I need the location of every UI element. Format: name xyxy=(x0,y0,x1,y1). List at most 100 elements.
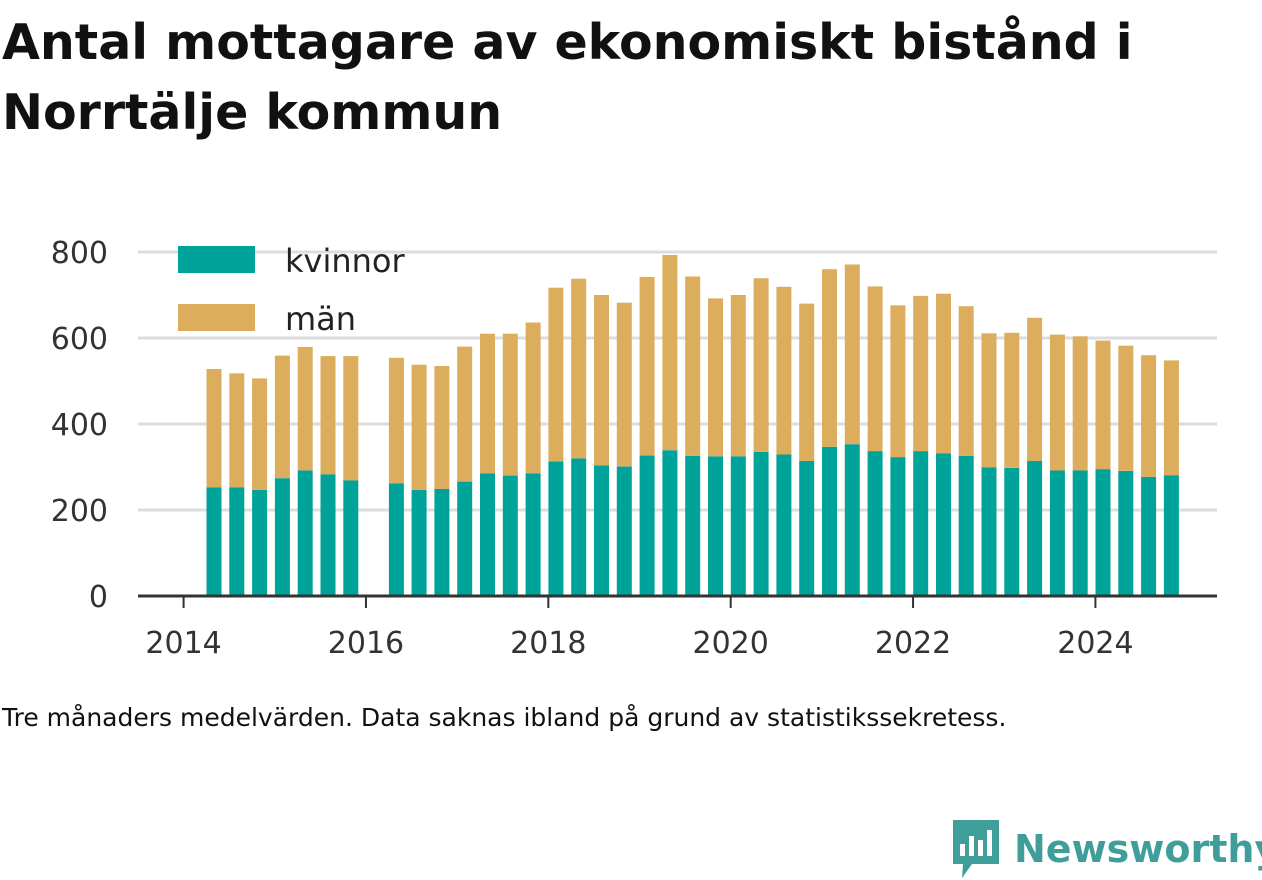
bar-kvinnor-2024-08 xyxy=(1141,476,1157,596)
bar-man-2017-02 xyxy=(457,346,473,482)
bar-man-2024-08 xyxy=(1141,355,1157,477)
bar-man-2015-05 xyxy=(297,347,313,471)
bar-kvinnor-2020-08 xyxy=(776,454,792,596)
bar-kvinnor-2017-02 xyxy=(457,481,473,596)
bar-man-2022-11 xyxy=(981,333,997,468)
legend-label-man: män xyxy=(285,300,356,338)
bar-man-2018-08 xyxy=(594,295,609,466)
bar-kvinnor-2024-11 xyxy=(1163,475,1179,596)
legend-swatch-man xyxy=(178,304,255,331)
bar-man-2018-02 xyxy=(548,287,564,462)
bar-man-2015-11 xyxy=(343,356,359,481)
bar-kvinnor-2015-05 xyxy=(297,470,313,596)
legend-swatch-kvinnor xyxy=(178,246,255,273)
brand-name: Newsworthy xyxy=(1014,827,1262,871)
chart-title: Antal mottagare av ekonomiskt bistånd i … xyxy=(2,14,1133,141)
bar-kvinnor-2022-11 xyxy=(981,467,997,596)
bar-man-2021-05 xyxy=(844,264,860,445)
bar-man-2022-02 xyxy=(913,295,929,452)
bar-kvinnor-2017-05 xyxy=(480,473,495,596)
bar-kvinnor-2018-08 xyxy=(594,465,609,596)
bar-kvinnor-2021-02 xyxy=(822,446,837,596)
bar-man-2017-05 xyxy=(480,333,495,474)
chart-caption: Tre månaders medelvärden. Data saknas ib… xyxy=(2,703,1007,732)
bar-kvinnor-2021-11 xyxy=(890,457,906,596)
bar-kvinnor-2016-11 xyxy=(434,488,450,596)
bar-man-2018-11 xyxy=(616,302,632,467)
bar-man-2015-02 xyxy=(274,355,290,479)
bar-man-2021-11 xyxy=(890,305,906,458)
bar-kvinnor-2022-08 xyxy=(958,455,974,596)
bar-kvinnor-2015-02 xyxy=(274,478,290,596)
bar-man-2017-08 xyxy=(502,333,518,476)
bar-man-2020-02 xyxy=(730,295,746,457)
bar-kvinnor-2023-08 xyxy=(1049,470,1065,596)
bar-man-2023-08 xyxy=(1049,334,1065,471)
bar-kvinnor-2020-11 xyxy=(799,461,815,596)
bar-man-2023-02 xyxy=(1004,332,1020,468)
bar-man-2016-08 xyxy=(411,364,427,490)
bar-man-2017-11 xyxy=(525,322,541,474)
bar-kvinnor-2019-08 xyxy=(685,455,701,596)
bar-kvinnor-2018-02 xyxy=(548,461,564,596)
bar-man-2019-08 xyxy=(685,276,701,456)
bar-kvinnor-2019-11 xyxy=(708,456,723,597)
bar-man-2023-11 xyxy=(1072,336,1088,471)
bar-man-2023-05 xyxy=(1027,317,1043,461)
x-tick-label-2014: 2014 xyxy=(145,626,221,661)
bar-kvinnor-2020-05 xyxy=(753,451,769,596)
x-tick-label-2016: 2016 xyxy=(328,626,404,661)
bar-kvinnor-2023-02 xyxy=(1004,467,1020,596)
bar-kvinnor-2021-05 xyxy=(844,444,860,596)
bar-kvinnor-2019-05 xyxy=(662,450,678,596)
bar-man-2020-08 xyxy=(776,286,792,455)
bar-kvinnor-2023-05 xyxy=(1027,461,1043,596)
bar-kvinnor-2014-08 xyxy=(229,487,245,596)
bar-man-2014-11 xyxy=(252,378,268,490)
bar-kvinnor-2018-05 xyxy=(571,458,587,596)
bar-kvinnor-2017-08 xyxy=(502,475,518,596)
bar-kvinnor-2019-02 xyxy=(639,455,655,596)
bar-kvinnor-2024-05 xyxy=(1118,470,1134,596)
bar-man-2022-05 xyxy=(936,293,951,454)
x-tick-label-2022: 2022 xyxy=(875,626,951,661)
axes: 2014 2016 2018 2020 2022 2024 0 200 400 600 800 xyxy=(51,236,1217,661)
bar-man-2020-05 xyxy=(753,278,769,452)
bar-man-2022-08 xyxy=(958,306,974,456)
bar-kvinnor-2022-05 xyxy=(936,453,951,596)
bar-kvinnor-2015-11 xyxy=(343,480,359,596)
x-tick-label-2020: 2020 xyxy=(693,626,769,661)
y-tick-label-200: 200 xyxy=(51,494,108,529)
bar-man-2024-02 xyxy=(1095,340,1111,470)
x-tick-label-2024: 2024 xyxy=(1057,626,1133,661)
newsworthy-logo: Newsworthy xyxy=(950,818,1262,880)
bar-kvinnor-2023-11 xyxy=(1072,470,1088,596)
bar-kvinnor-2018-11 xyxy=(616,466,632,596)
bar-kvinnor-2024-02 xyxy=(1095,469,1111,596)
bar-man-2014-08 xyxy=(229,373,245,488)
bar-kvinnor-2017-11 xyxy=(525,473,541,596)
newsworthy-chat-bars-icon xyxy=(953,820,999,878)
bar-kvinnor-2014-11 xyxy=(252,489,268,596)
stacked-bar-chart: 2014 2016 2018 2020 2022 2024 0 200 400 600 800 kv… xyxy=(51,236,1217,661)
y-tick-label-800: 800 xyxy=(51,236,108,271)
bar-kvinnor-2022-02 xyxy=(913,451,929,596)
bar-man-2024-11 xyxy=(1163,360,1179,476)
bar-kvinnor-2016-05 xyxy=(388,483,404,596)
bar-man-2019-11 xyxy=(708,298,723,457)
bar-man-2016-05 xyxy=(388,357,404,484)
bar-kvinnor-2016-08 xyxy=(411,489,427,596)
legend-label-kvinnor: kvinnor xyxy=(285,242,406,280)
bar-man-2021-08 xyxy=(867,286,883,452)
bar-kvinnor-2021-08 xyxy=(867,451,883,596)
bar-man-2015-08 xyxy=(320,356,336,475)
y-tick-label-400: 400 xyxy=(51,408,108,443)
legend: kvinnor män xyxy=(178,242,406,338)
bar-man-2020-11 xyxy=(799,303,815,461)
bar-man-2019-05 xyxy=(662,255,678,451)
bars xyxy=(206,255,1179,597)
y-tick-label-600: 600 xyxy=(51,322,108,357)
bar-kvinnor-2014-05 xyxy=(206,487,222,596)
bar-man-2024-05 xyxy=(1118,345,1134,471)
bar-man-2021-02 xyxy=(822,269,837,447)
